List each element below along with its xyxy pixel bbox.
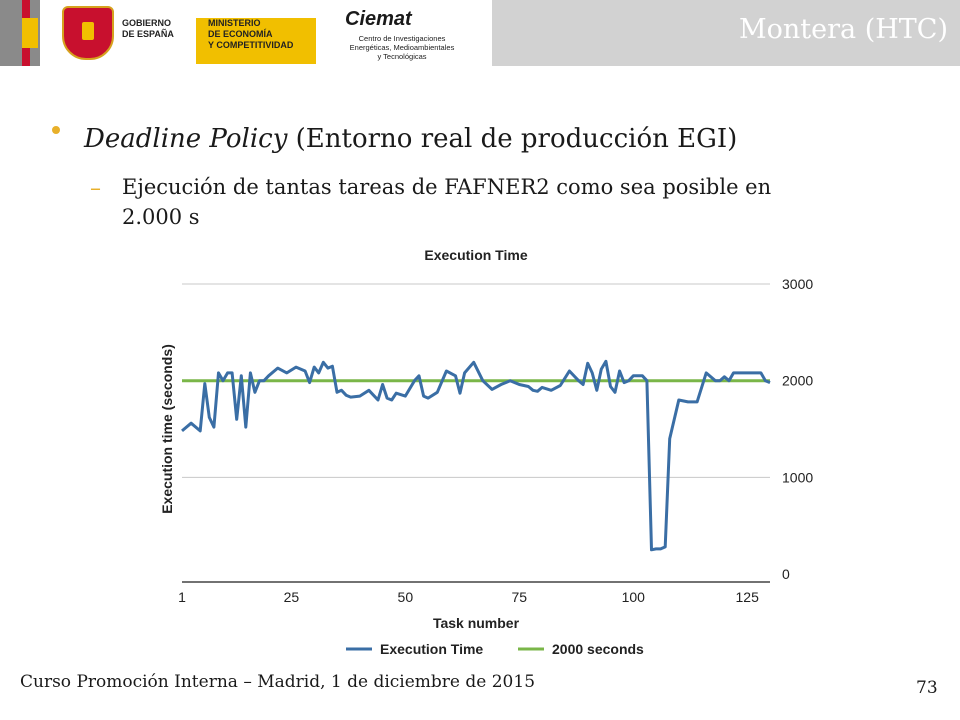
x-tick-label: 125 [736,589,760,605]
gov-line1: GOBIERNO [122,18,172,28]
bullet-heading-rest: (Entorno real de producción EGI) [287,124,738,154]
section-title: Montera (HTC) [739,14,948,45]
ministry-line1: MINISTERIO [208,18,261,28]
ministry-line3: Y COMPETITIVIDAD [208,40,294,50]
sub-bullet-dash-icon: – [90,176,101,201]
x-axis-label: Task number [433,615,520,631]
ciemat-desc-line3: y Tecnológicas [377,52,427,61]
flag-strip [0,0,40,66]
bullet-dot-icon [52,126,60,134]
x-tick-label: 25 [284,589,300,605]
ministry-line2: DE ECONOMÍA [208,29,273,39]
institution-logos: GOBIERNO DE ESPAÑA MINISTERIO DE ECONOMÍ… [0,0,490,66]
sub-line1: Ejecución de tantas tareas de FAFNER2 co… [122,175,772,199]
legend-label-target: 2000 seconds [552,641,644,657]
y-tick-label: 3000 [782,276,813,292]
ciemat-desc-line2: Energéticas, Medioambientales [349,43,455,52]
sub-bullet-text: Ejecución de tantas tareas de FAFNER2 co… [122,172,922,232]
section-banner: Montera (HTC) [492,0,960,66]
y-tick-label: 1000 [782,469,813,485]
page-number: 73 [916,678,938,698]
y-axis-label: Execution time (seconds) [159,344,175,514]
chart-title: Execution Time [424,247,527,263]
sub-line2: 2.000 s [122,205,200,229]
legend-label-execution: Execution Time [380,641,483,657]
bullet-heading: Deadline Policy (Entorno real de producc… [84,124,737,154]
y-tick-label: 0 [782,566,790,582]
bullet-heading-italic: Deadline Policy [84,124,288,154]
x-tick-label: 100 [622,589,646,605]
government-label: GOBIERNO DE ESPAÑA [122,18,174,40]
ciemat-desc-line1: Centro de Investigaciones [358,34,446,43]
ciemat-logo: Ciemat [345,8,412,30]
x-tick-label: 75 [512,589,528,605]
execution-time-series-line [181,359,771,552]
ministry-panel [196,18,316,64]
y-tick-label: 2000 [782,373,813,389]
ciemat-description: Centro de Investigaciones Energéticas, M… [322,34,482,61]
footer-text: Curso Promoción Interna – Madrid, 1 de d… [20,672,536,692]
x-tick-label: 1 [178,589,186,605]
gov-line2: DE ESPAÑA [122,29,174,39]
ministry-label: MINISTERIO DE ECONOMÍA Y COMPETITIVIDAD [208,18,293,51]
coat-of-arms-icon [62,6,114,60]
x-tick-label: 50 [398,589,414,605]
slide-header: GOBIERNO DE ESPAÑA MINISTERIO DE ECONOMÍ… [0,0,960,66]
